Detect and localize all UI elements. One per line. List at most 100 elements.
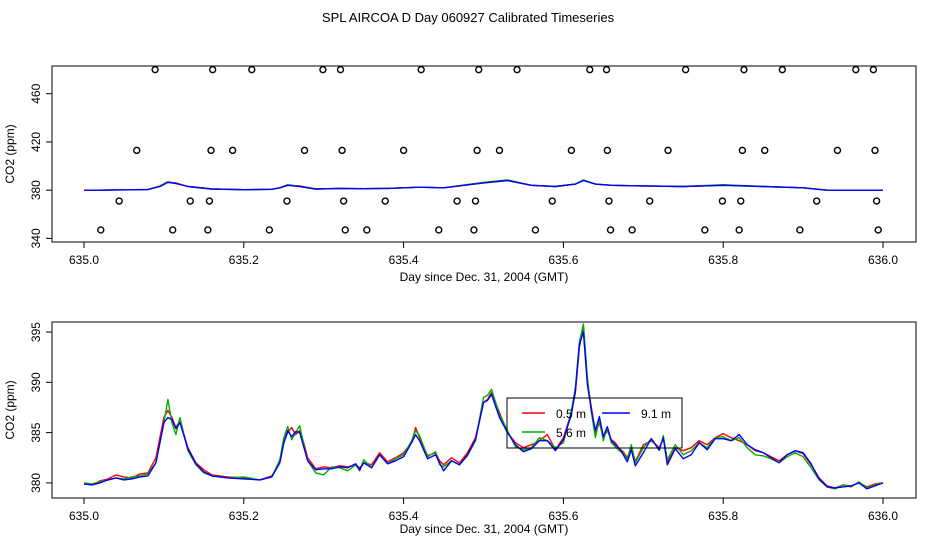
calibration-point <box>869 65 878 74</box>
calibration-point <box>228 146 237 155</box>
calibration-point <box>586 65 594 74</box>
bottom-y-axis-label: CO2 (ppm) <box>3 380 17 439</box>
calibration-point <box>265 226 274 234</box>
calibration-point <box>735 226 743 234</box>
legend-label-5-6m: 5.6 m <box>556 426 586 440</box>
calibration-point <box>133 146 141 155</box>
calibration-point <box>470 226 478 234</box>
calibration-point <box>628 226 636 234</box>
calibration-points <box>97 65 882 234</box>
top-x-tick-label: 635.2 <box>229 253 259 267</box>
calibration-point <box>737 197 745 205</box>
calibration-point <box>567 146 576 155</box>
calibration-point <box>812 197 821 205</box>
calibration-point <box>363 226 371 234</box>
top-panel: 635.0 635.2 635.4 635.6 635.8 636.0 340 380 420… <box>3 65 917 284</box>
bottom-series-lines <box>83 323 884 490</box>
bottom-panel: 635.0 635.2 635.4 635.6 635.8 636.0 380 385 390… <box>3 321 917 536</box>
calibration-point <box>399 146 408 155</box>
calibration-point <box>796 226 804 234</box>
calibration-point <box>208 65 217 74</box>
calibration-point <box>778 65 787 74</box>
top-x-tick-label: 635.6 <box>548 253 578 267</box>
calibration-point <box>473 146 481 155</box>
calibration-point <box>645 197 654 205</box>
top-y-tick-label: 380 <box>29 180 43 200</box>
calibration-point <box>761 146 769 155</box>
top-y-axis-label: CO2 (ppm) <box>3 124 17 183</box>
calibration-point <box>205 197 214 205</box>
calibration-point <box>115 197 123 205</box>
calibration-point <box>207 146 215 155</box>
legend-label-0-5m: 0.5 m <box>556 407 586 421</box>
calibration-point <box>872 197 881 205</box>
calibration-point <box>300 146 309 155</box>
calibration-point <box>283 197 291 205</box>
bottom-y-tick-label: 395 <box>29 322 43 342</box>
calibration-point <box>336 65 345 74</box>
bottom-y-tick-label: 385 <box>29 422 43 442</box>
legend-label-9-1m: 9.1 m <box>641 407 671 421</box>
top-y-tick-label: 460 <box>29 83 43 103</box>
calibration-point <box>381 197 389 205</box>
bottom-series-5-6-m <box>83 323 884 490</box>
bottom-x-tick-label: 635.0 <box>69 509 99 523</box>
calibration-point <box>603 146 612 155</box>
calibration-point <box>168 226 177 234</box>
calibration-point <box>417 65 425 74</box>
top-y-axis: 340 380 420 460 <box>29 83 52 248</box>
bottom-x-axis-label: Day since Dec. 31, 2004 (GMT) <box>400 522 569 536</box>
bottom-x-tick-label: 635.6 <box>548 509 578 523</box>
top-x-tick-label: 635.8 <box>708 253 738 267</box>
calibration-point <box>341 226 349 234</box>
bottom-series-0-5-m <box>83 326 884 489</box>
calibration-point <box>513 65 521 74</box>
top-y-tick-label: 420 <box>29 132 43 152</box>
bottom-x-tick-label: 635.2 <box>229 509 259 523</box>
bottom-x-axis: 635.0 635.2 635.4 635.6 635.8 636.0 <box>69 498 898 523</box>
calibration-point <box>204 226 212 234</box>
bottom-series-9-1-m <box>83 331 884 490</box>
legend-box <box>506 397 683 449</box>
calibration-point <box>664 146 672 155</box>
top-x-tick-label: 635.4 <box>389 253 419 267</box>
top-series-lines <box>84 179 883 191</box>
calibration-point <box>248 65 256 74</box>
calibration-point <box>852 65 860 74</box>
calibration-point <box>151 65 159 74</box>
bottom-x-tick-label: 636.0 <box>868 509 898 523</box>
top-y-tick-label: 340 <box>29 228 43 248</box>
top-x-axis: 635.0 635.2 635.4 635.6 635.8 636.0 <box>69 242 898 267</box>
top-series-9-1-m <box>84 179 883 191</box>
calibration-point <box>833 146 842 155</box>
calibration-point <box>339 197 348 205</box>
calibration-point <box>531 226 540 234</box>
calibration-point <box>495 146 504 155</box>
calibration-point <box>471 197 480 205</box>
calibration-point <box>548 197 556 205</box>
calibration-point <box>871 146 879 155</box>
legend: 0.5 m 9.1 m 5.6 m <box>506 397 683 449</box>
bottom-x-tick-label: 635.8 <box>708 509 738 523</box>
calibration-point <box>738 146 747 155</box>
top-x-tick-label: 635.0 <box>69 253 99 267</box>
calibration-point <box>681 65 690 74</box>
calibration-point <box>475 65 483 74</box>
calibration-point <box>453 197 461 205</box>
bottom-plot-frame <box>51 321 917 499</box>
bottom-y-tick-label: 380 <box>29 473 43 493</box>
calibration-point <box>435 226 443 234</box>
calibration-point <box>602 65 611 74</box>
calibration-point <box>319 65 327 74</box>
calibration-point <box>718 197 727 205</box>
bottom-x-tick-label: 635.4 <box>389 509 419 523</box>
calibration-point <box>740 65 748 74</box>
calibration-point <box>338 146 346 155</box>
calibration-point <box>606 226 615 234</box>
top-x-axis-label: Day since Dec. 31, 2004 (GMT) <box>400 270 569 284</box>
top-x-tick-label: 636.0 <box>868 253 898 267</box>
calibration-point <box>874 226 882 234</box>
bottom-y-tick-label: 390 <box>29 372 43 392</box>
calibration-point <box>186 197 194 205</box>
